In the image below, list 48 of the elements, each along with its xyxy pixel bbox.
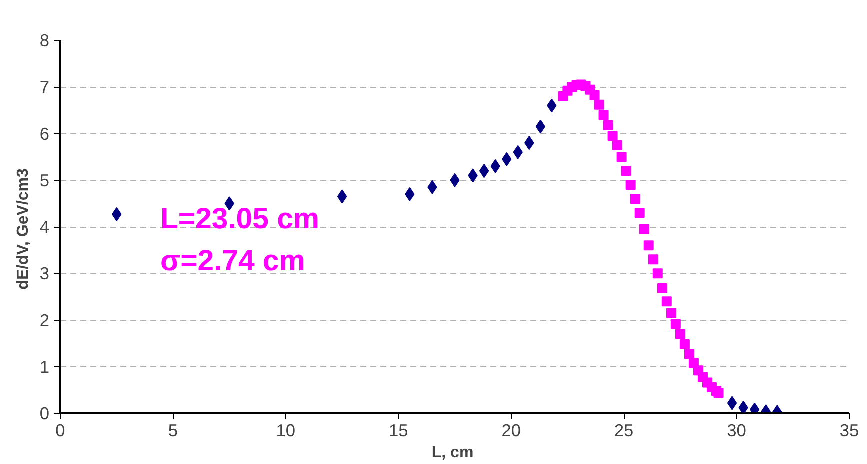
y-tick-label: 1 <box>40 356 50 377</box>
point <box>675 329 686 340</box>
point <box>644 240 654 251</box>
point <box>626 180 636 190</box>
point <box>680 339 690 350</box>
point <box>666 308 676 318</box>
x-tick-label: 30 <box>727 420 746 440</box>
x-tick-label: 15 <box>389 420 408 440</box>
y-tick-label: 0 <box>40 404 50 424</box>
y-tick-label: 3 <box>40 264 50 284</box>
x-tick-label: 10 <box>276 420 296 440</box>
point <box>608 131 618 142</box>
y-tick-label: 8 <box>40 30 50 50</box>
point <box>727 396 738 410</box>
point <box>590 90 600 101</box>
x-tick-label: 25 <box>614 420 634 440</box>
point <box>639 224 650 234</box>
annotation: σ=2.74 cm <box>160 244 306 278</box>
point <box>621 166 632 176</box>
point <box>657 284 668 294</box>
y-tick-label: 6 <box>40 124 50 144</box>
x-tick-label: 0 <box>56 420 66 440</box>
point <box>648 254 658 265</box>
x-tick-label: 20 <box>502 420 521 440</box>
point <box>616 152 627 162</box>
x-axis-title: L, cm <box>432 444 474 462</box>
point <box>337 190 348 204</box>
point <box>662 296 672 307</box>
point <box>652 268 663 279</box>
y-tick-label: 4 <box>40 217 50 237</box>
point <box>630 194 640 204</box>
point <box>603 120 614 130</box>
point <box>479 164 490 178</box>
y-tick-label: 5 <box>40 170 50 190</box>
point <box>738 400 748 414</box>
point <box>714 388 724 398</box>
x-tick-label: 35 <box>840 420 860 440</box>
point <box>670 318 681 329</box>
point <box>634 208 645 218</box>
y-tick-label: 7 <box>40 77 50 98</box>
y-tick-label: 2 <box>40 310 50 330</box>
point <box>594 100 604 110</box>
y-axis-title: dE/dV, GeV/cm3 <box>14 168 32 290</box>
annotation: L=23.05 cm <box>160 202 320 236</box>
point <box>598 110 609 120</box>
point <box>684 349 694 360</box>
x-tick-label: 5 <box>168 420 178 440</box>
point <box>612 140 622 150</box>
